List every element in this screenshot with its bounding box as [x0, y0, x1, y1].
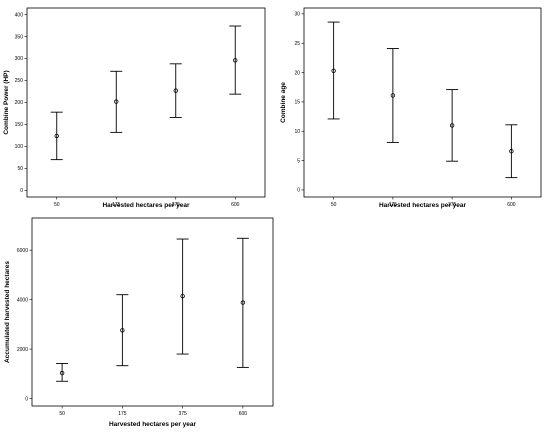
x-tick-label: 375 — [172, 202, 181, 208]
x-tick-label: 175 — [118, 411, 127, 417]
mean-point — [449, 123, 455, 128]
x-axis-title: Harvested hectares per year — [109, 421, 197, 428]
chart-accumulated-hectares: 0 2000 4000 6000 50 175 375 600 Harvested hectar… — [0, 215, 275, 432]
x-tick-label: 50 — [331, 202, 337, 208]
y-tick-label: 150 — [15, 122, 24, 128]
x-tick-label: 50 — [54, 202, 60, 208]
x-tick-label: 375 — [448, 202, 457, 208]
mean-point — [173, 88, 178, 93]
mean-point — [180, 293, 185, 299]
chart-svg: 0 2000 4000 6000 50 175 375 600 Harvested hectar… — [4, 217, 274, 428]
mean-point — [233, 58, 238, 63]
y-tick-label: 250 — [15, 78, 24, 84]
y-tick-label: 4000 — [17, 297, 28, 303]
chart-svg: 0 50 100 150 200 250 300 350 400 50 175 375 600 Harve… — [3, 7, 266, 209]
chart-combine-power: 0 50 100 150 200 250 300 350 400 50 175 375 600 Harve… — [0, 0, 275, 212]
plot-frame — [26, 7, 266, 198]
y-tick-label: 350 — [15, 34, 24, 40]
y-tick-label: 50 — [17, 166, 23, 172]
x-axis-title: Harvested hectares per year — [379, 202, 467, 209]
plot-frame — [31, 217, 274, 407]
y-tick-label: 10 — [294, 129, 300, 135]
y-tick-label: 25 — [294, 41, 300, 47]
y-tick-label: 0 — [297, 188, 300, 194]
y-axis-title: Combine Power (HP) — [3, 70, 10, 134]
x-tick-label: 600 — [239, 411, 248, 417]
plot-frame — [303, 7, 542, 198]
y-tick-label: 0 — [25, 396, 28, 402]
y-tick-label: 20 — [294, 70, 300, 76]
chart-svg: 0 5 10 15 20 25 30 50 175 375 600 Harvested hectare… — [280, 7, 542, 209]
x-tick-label: 600 — [507, 202, 516, 208]
y-tick-label: 5 — [297, 158, 300, 164]
x-tick-label: 175 — [389, 202, 398, 208]
mean-point — [390, 93, 396, 98]
y-tick-label: 2000 — [17, 347, 28, 353]
chart-combine-age: 0 5 10 15 20 25 30 50 175 375 600 Harvested hectare… — [276, 0, 550, 212]
y-tick-label: 15 — [294, 100, 300, 106]
y-tick-label: 100 — [15, 144, 24, 150]
mean-point — [331, 68, 336, 74]
x-tick-label: 175 — [112, 202, 121, 208]
mean-point — [509, 149, 514, 154]
x-tick-label: 600 — [231, 202, 240, 208]
x-tick-label: 50 — [59, 411, 65, 417]
y-tick-label: 30 — [294, 12, 300, 18]
y-tick-label: 400 — [15, 12, 24, 18]
mean-point — [120, 328, 125, 333]
y-axis-title: Accumulated harvested hectares — [4, 261, 11, 363]
mean-point — [54, 133, 59, 139]
x-tick-label: 375 — [178, 411, 187, 417]
y-tick-label: 300 — [15, 56, 24, 62]
mean-point — [240, 300, 246, 305]
y-tick-label: 0 — [20, 188, 23, 194]
mean-point — [59, 370, 65, 376]
y-axis-title: Combine age — [280, 82, 287, 123]
y-tick-label: 200 — [15, 100, 24, 106]
y-tick-label: 6000 — [17, 248, 28, 254]
x-axis-title: Harvested hectares per year — [102, 202, 190, 209]
mean-point — [114, 99, 119, 104]
